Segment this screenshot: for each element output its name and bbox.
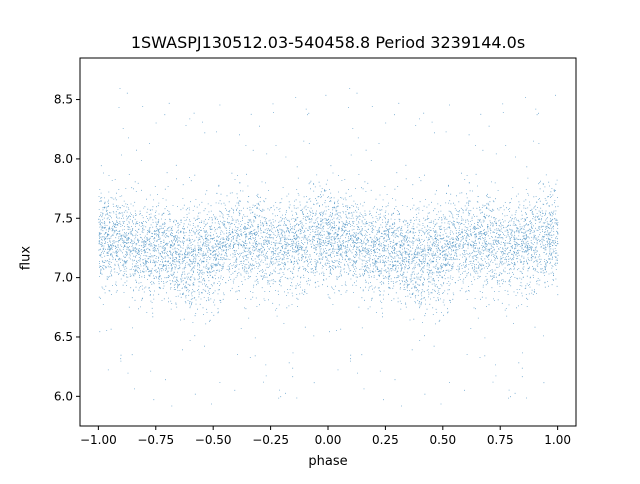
x-tick-label: −1.00 — [80, 433, 117, 447]
x-tick-label: 0.75 — [487, 433, 514, 447]
y-axis: 6.0 6.5 7.0 7.5 8.0 8.5 — [54, 93, 80, 403]
x-tick-label: −0.25 — [252, 433, 289, 447]
x-tick-label: −0.50 — [195, 433, 232, 447]
x-tick-label: 0.50 — [429, 433, 456, 447]
y-axis-label: flux — [18, 245, 34, 271]
chart-title: 1SWASPJ130512.03-540458.8 Period 3239144… — [130, 33, 526, 52]
x-tick-label: 0.25 — [372, 433, 399, 447]
x-tick-label: −0.75 — [137, 433, 174, 447]
y-tick-label: 6.5 — [54, 330, 73, 344]
y-tick-label: 8.5 — [54, 93, 73, 107]
y-tick-label: 7.0 — [54, 271, 73, 285]
scatter-points — [98, 88, 559, 407]
data-points — [98, 88, 559, 407]
x-tick-label: 1.00 — [544, 433, 571, 447]
y-tick-label: 7.5 — [54, 211, 73, 225]
x-axis: −1.00 −0.75 −0.50 −0.25 0.00 0.25 0.50 0.75 1.00 — [80, 426, 571, 447]
x-tick-label: 0.00 — [315, 433, 342, 447]
x-axis-label: phase — [308, 454, 348, 469]
y-tick-label: 8.0 — [54, 152, 73, 166]
y-tick-label: 6.0 — [54, 389, 73, 403]
